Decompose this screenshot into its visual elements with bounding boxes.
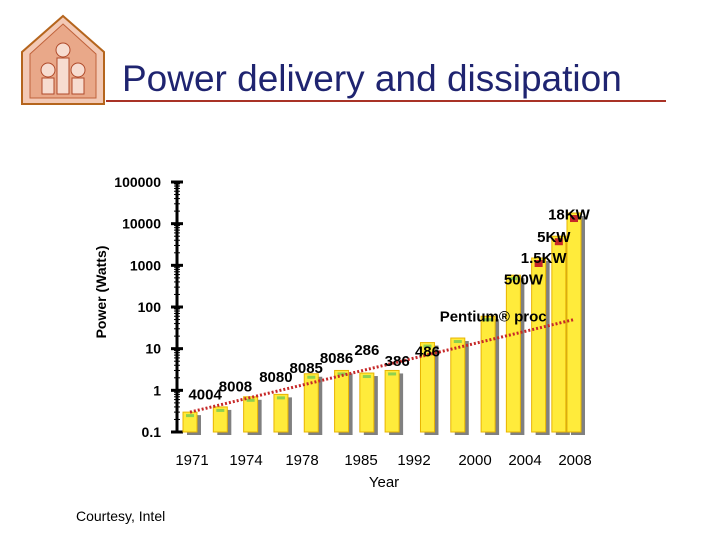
y-tick-label: 100	[138, 299, 162, 315]
x-tick-label: 2000	[458, 452, 491, 469]
bar-cap	[509, 277, 518, 281]
bar-cap	[186, 414, 194, 418]
bar	[419, 342, 435, 433]
bar-marker	[570, 215, 578, 223]
bar-marker	[554, 238, 563, 246]
bar	[450, 337, 466, 433]
x-tick-label: 2008	[558, 452, 591, 469]
x-tick-label: 1974	[229, 452, 262, 469]
annotation-label: 8086	[320, 350, 353, 367]
bar	[273, 393, 289, 433]
annotation-label: 8008	[219, 378, 252, 395]
bar	[551, 235, 567, 433]
bar-cap	[216, 408, 225, 412]
bar-cap	[423, 344, 432, 348]
bar	[480, 315, 496, 433]
bar	[359, 372, 375, 433]
annotation-label: 5KW	[537, 229, 571, 246]
annotation-label: 1.5KW	[521, 250, 568, 267]
trend-line	[189, 318, 575, 414]
y-tick-label: 10	[145, 341, 161, 357]
annotation-label: 486	[415, 343, 440, 360]
bar-marker	[534, 259, 543, 267]
bar	[334, 369, 350, 433]
bar-cap	[388, 372, 397, 376]
bar-cap	[453, 340, 462, 344]
bar-cap	[362, 375, 371, 379]
y-axis-label: Power (Watts)	[93, 246, 109, 339]
x-tick-label: 1992	[397, 452, 430, 469]
x-axis-label: Year	[369, 474, 399, 491]
bar-cap	[307, 375, 316, 379]
y-tick-label: 100000	[114, 174, 161, 190]
credit-text: Courtesy, Intel	[76, 508, 166, 524]
x-tick-label: 1971	[175, 452, 208, 469]
x-tick-label: 2004	[508, 452, 541, 469]
university-seal-logo	[21, 14, 105, 105]
bar-cap	[246, 398, 255, 402]
slide-title: Power delivery and dissipation	[122, 58, 622, 99]
annotation-label: 18KW	[548, 207, 591, 224]
bar	[384, 369, 400, 433]
annotation-label: Pentium® proc	[440, 308, 547, 325]
annotation-label: 386	[385, 353, 410, 370]
bar	[243, 396, 259, 433]
annotation-label: 4004	[188, 387, 222, 404]
annotation-label: 286	[354, 342, 379, 359]
x-tick-label: 1978	[285, 452, 318, 469]
bar-cap	[276, 396, 285, 400]
bar	[212, 406, 228, 433]
bar	[505, 274, 521, 433]
y-tick-label: 0.1	[142, 424, 162, 440]
title-underline	[106, 100, 666, 102]
annotation-label: 500W	[504, 271, 544, 288]
bar-cap	[484, 318, 493, 322]
annotation-label: 8085	[290, 360, 323, 377]
annotation-label: 8080	[259, 369, 292, 386]
y-tick-label: 1	[153, 382, 161, 398]
y-tick-label: 1000	[130, 257, 161, 273]
x-tick-label: 1985	[344, 452, 377, 469]
bar	[566, 212, 582, 433]
bar	[531, 257, 547, 433]
bar-cap	[337, 372, 346, 376]
bar	[303, 373, 319, 433]
y-tick-label: 10000	[122, 216, 161, 232]
